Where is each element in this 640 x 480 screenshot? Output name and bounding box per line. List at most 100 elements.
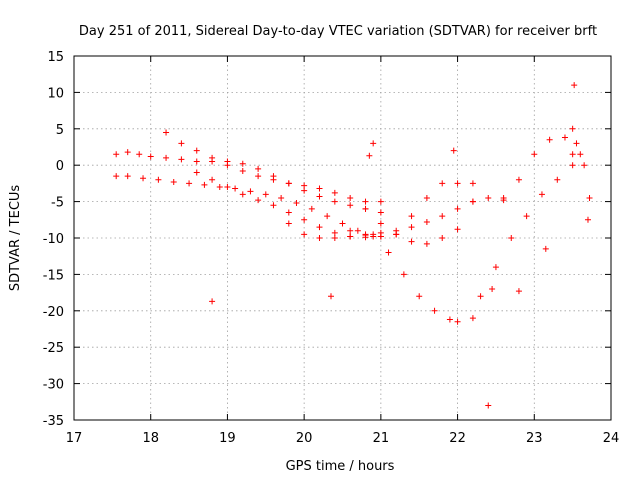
data-point [308,205,315,212]
data-point [285,209,292,216]
y-tick-label: 15 [47,50,64,65]
data-point [370,140,377,147]
data-point [408,238,415,245]
data-point [255,197,262,204]
data-point [285,220,292,227]
data-point [571,82,578,89]
data-point [393,231,400,238]
data-point [209,298,216,305]
data-point [446,316,453,323]
data-point [113,151,120,158]
y-tick-label: -30 [43,378,64,393]
data-point [370,231,377,238]
data-point [331,229,338,236]
data-point [124,173,131,180]
data-point [546,136,553,143]
data-point [262,191,269,198]
y-tick-label: -15 [43,268,64,283]
data-point [423,218,430,225]
y-tick-label: 0 [56,159,64,174]
x-tick-label: 23 [526,431,543,446]
data-point [301,231,308,238]
data-point [193,169,200,176]
data-point [347,227,354,234]
data-point [201,181,208,188]
data-point [170,178,177,185]
data-point [136,151,143,158]
data-point [515,176,522,183]
data-point [573,140,580,147]
data-point [586,194,593,201]
series-band-j [477,162,576,300]
data-point [500,197,507,204]
series-band-e [285,194,507,241]
data-point [469,315,476,322]
data-point [209,176,216,183]
data-point [163,129,170,136]
y-tick-label: 10 [47,86,64,101]
data-point [347,194,354,201]
series-band-h [370,231,476,325]
data-point [523,213,530,220]
data-point [454,205,461,212]
data-point [285,180,292,187]
y-tick-label: -20 [43,305,64,320]
data-point [362,232,369,239]
data-point [339,220,346,227]
y-tick-label: -5 [51,196,64,211]
data-point [140,175,147,182]
data-point [416,293,423,300]
x-tick-label: 20 [296,431,313,446]
data-point [489,285,496,292]
data-point [255,165,262,172]
x-tick-label: 24 [603,431,620,446]
data-point [485,402,492,409]
data-point [331,198,338,205]
data-point [331,235,338,241]
data-point [377,233,384,240]
y-tick-label: 5 [56,123,64,138]
x-tick-label: 21 [373,431,390,446]
data-point [469,180,476,187]
data-point [316,224,323,231]
data-point [224,162,231,169]
series-band-a [113,149,384,216]
data-point [408,213,415,220]
data-point [163,154,170,161]
data-point [581,162,588,169]
data-point [569,162,576,169]
data-point [454,180,461,187]
data-point [492,264,499,271]
data-point [531,151,538,158]
data-point [569,151,576,158]
data-point [569,125,576,132]
data-point [439,213,446,220]
data-point [331,189,338,196]
data-point [124,149,131,156]
data-point [193,158,200,165]
y-axis-label: SDTVAR / TECUs [8,185,23,292]
data-point [186,180,193,187]
data-point [354,227,361,234]
data-point [155,176,162,183]
data-point [362,205,369,212]
data-point [301,182,308,189]
data-point [301,187,308,194]
data-point [385,249,392,256]
data-point [485,194,492,201]
data-point [584,216,591,223]
data-point [423,194,430,201]
data-point [247,188,254,195]
data-point [178,156,185,163]
data-point [469,198,476,205]
x-tick-label: 17 [66,431,83,446]
series-outliers [209,82,593,409]
x-tick-label: 19 [219,431,236,446]
data-point [147,153,154,160]
data-point [561,134,568,141]
data-point [362,198,369,205]
data-point [270,176,277,183]
series-band-b [113,173,377,240]
y-tick-label: -25 [43,341,64,356]
